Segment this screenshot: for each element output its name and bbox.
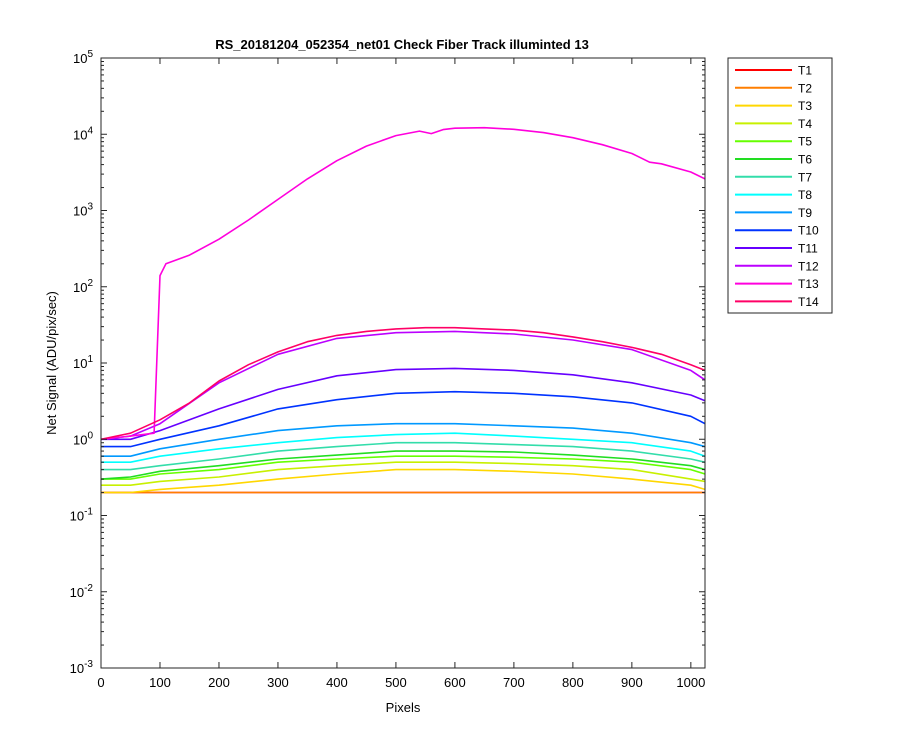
x-tick-label: 900	[621, 675, 643, 690]
y-tick-label: 10-3	[70, 659, 94, 676]
legend-label-t8: T8	[798, 188, 812, 202]
x-tick-label: 700	[503, 675, 525, 690]
x-tick-label: 300	[267, 675, 289, 690]
x-tick-label: 800	[562, 675, 584, 690]
y-tick-exponent: 2	[87, 278, 93, 289]
series-line-t12	[101, 330, 705, 441]
legend-items: T1 T2 T3 T4 T5 T6 T7 T8 T9 T10 T11 T12 T13 T14	[735, 64, 819, 309]
y-tick-exponent: 1	[87, 354, 93, 365]
legend-label-t3: T3	[798, 99, 812, 113]
legend-box	[727, 57, 833, 314]
y-tick-exponent: -1	[84, 507, 93, 518]
x-tick-label: 500	[385, 675, 407, 690]
legend: T1 T2 T3 T4 T5 T6 T7 T8 T9 T10 T11 T12 T13 T14	[727, 57, 833, 314]
y-tick-base: 10	[70, 509, 84, 524]
y-tick-exponent: 5	[87, 49, 93, 60]
x-tick-label: 1000	[676, 675, 705, 690]
series-layer	[101, 126, 705, 494]
series-line-t8	[101, 432, 705, 464]
x-axis-label: Pixels	[386, 700, 421, 715]
x-tick-label: 400	[326, 675, 348, 690]
plot-background	[101, 58, 705, 668]
y-tick-base: 10	[73, 280, 87, 295]
series-line-t11	[101, 367, 705, 441]
legend-label-t1: T1	[798, 64, 812, 78]
y-tick-base: 10	[70, 585, 84, 600]
y-axis-label: Net Signal (ADU/pix/sec)	[44, 291, 59, 435]
y-tick-label: 101	[73, 354, 93, 371]
series-line-t13	[101, 126, 705, 441]
x-axis: 0 100 200 300 400 500 600 700 800 900 1000	[97, 58, 705, 690]
y-tick-label: 10-2	[70, 583, 94, 600]
x-tick-label: 200	[208, 675, 230, 690]
y-tick-base: 10	[70, 661, 84, 676]
series-line-t10	[101, 390, 705, 448]
y-tick-label: 100	[73, 430, 93, 447]
x-tick-label: 100	[149, 675, 171, 690]
y-tick-base: 10	[73, 356, 87, 371]
legend-label-t5: T5	[798, 135, 812, 149]
y-tick-exponent: -2	[84, 583, 93, 594]
chart-title: RS_20181204_052354_net01 Check Fiber Tra…	[215, 37, 589, 52]
y-tick-exponent: 4	[87, 125, 93, 136]
y-tick-base: 10	[73, 127, 87, 142]
series-line-t3	[101, 468, 705, 494]
series-line-t9	[101, 422, 705, 458]
y-tick-base: 10	[73, 432, 87, 447]
plot-area: 0 100 200 300 400 500 600 700 800 900 1000 10-310-…	[70, 49, 706, 690]
x-tick-label: 600	[444, 675, 466, 690]
y-tick-exponent: -3	[84, 659, 93, 670]
series-line-t14	[101, 326, 705, 441]
y-tick-label: 102	[73, 278, 93, 295]
legend-label-t9: T9	[798, 206, 812, 220]
y-tick-exponent: 0	[87, 430, 93, 441]
y-tick-exponent: 3	[87, 202, 93, 213]
legend-label-t2: T2	[798, 81, 812, 95]
legend-label-t14: T14	[798, 295, 819, 309]
y-tick-label: 105	[73, 49, 93, 66]
legend-label-t12: T12	[798, 259, 819, 273]
legend-label-t4: T4	[798, 117, 812, 131]
legend-label-t13: T13	[798, 277, 819, 291]
y-tick-label: 104	[73, 125, 93, 142]
series-line-t7	[101, 441, 705, 471]
series-line-t4	[101, 461, 705, 487]
y-tick-base: 10	[73, 51, 87, 66]
legend-label-t6: T6	[798, 153, 812, 167]
series-line-t5	[101, 455, 705, 480]
y-tick-base: 10	[73, 204, 87, 219]
x-tick-label: 0	[97, 675, 104, 690]
legend-label-t11: T11	[798, 242, 818, 256]
y-tick-label: 103	[73, 202, 93, 219]
legend-label-t10: T10	[798, 224, 819, 238]
series-line-t6	[101, 450, 705, 480]
y-tick-label: 10-1	[70, 507, 94, 524]
legend-label-t7: T7	[798, 170, 812, 184]
